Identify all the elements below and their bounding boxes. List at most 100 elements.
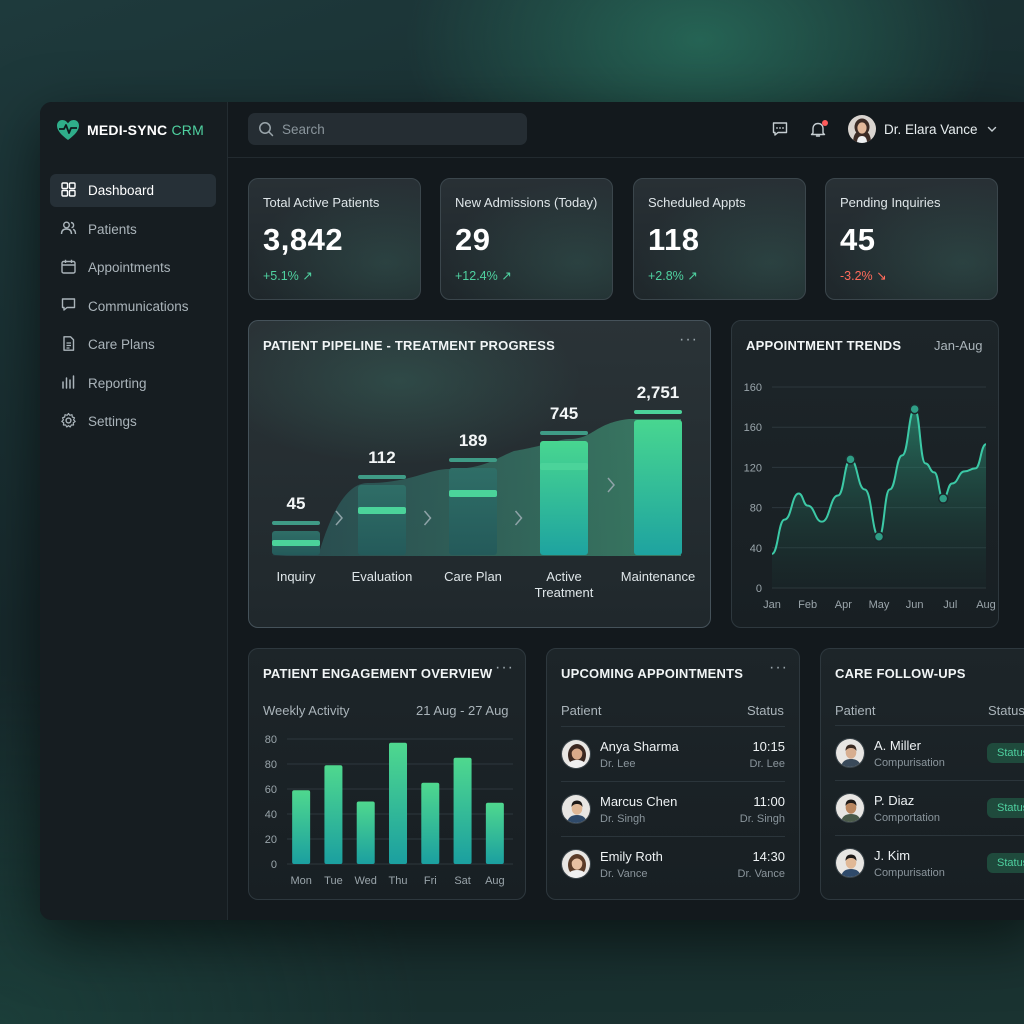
appointment-row[interactable]: Emily Roth Dr. Vance 14:30 Dr. Vance bbox=[561, 836, 785, 891]
card-title: PATIENT PIPELINE - TREATMENT PROGRESS bbox=[263, 338, 555, 353]
follow-up-row[interactable]: A. Miller Compurisation Status bbox=[835, 725, 1024, 780]
patient-pipeline-card: PATIENT PIPELINE - TREATMENT PROGRESS ··… bbox=[248, 320, 711, 628]
search-input[interactable] bbox=[282, 121, 502, 137]
pipeline-stage[interactable]: 45 Inquiry bbox=[272, 494, 320, 584]
stat-change: +2.8% ↗ bbox=[648, 269, 698, 283]
search-icon bbox=[259, 122, 274, 137]
more-options-button[interactable]: ··· bbox=[495, 659, 514, 676]
trend-point[interactable] bbox=[909, 403, 920, 415]
trend-point[interactable] bbox=[873, 531, 885, 542]
sidebar-item-label: Communications bbox=[88, 298, 189, 314]
pipeline-stage[interactable]: 2,751 Maintenance bbox=[621, 383, 695, 584]
trend-point[interactable] bbox=[845, 454, 856, 465]
appointment-row[interactable]: Anya Sharma Dr. Lee 10:15 Dr. Lee bbox=[561, 726, 785, 781]
appointment-trends-card: APPOINTMENT TRENDS Jan-Aug 0 40 80 120 160 16… bbox=[731, 320, 999, 628]
pipeline-label: Care Plan bbox=[444, 569, 502, 584]
pipeline-bar-cap bbox=[449, 458, 497, 462]
patient-name: Anya Sharma bbox=[600, 738, 679, 754]
sidebar-item-patients[interactable]: Patients bbox=[50, 213, 216, 246]
y-tick-label: 80 bbox=[265, 759, 277, 771]
y-tick-label: 120 bbox=[744, 462, 762, 474]
sidebar-item-dashboard[interactable]: Dashboard bbox=[50, 174, 216, 207]
chevron-right-icon bbox=[514, 510, 523, 526]
y-tick-label: 0 bbox=[756, 583, 762, 595]
pipeline-stage[interactable]: 189 Care Plan bbox=[444, 431, 502, 584]
gear-icon bbox=[60, 412, 77, 432]
stat-card-pending-inquiries[interactable]: Pending Inquiries 45 -3.2% ↘ bbox=[825, 178, 998, 300]
pipeline-stage[interactable]: 112 Evaluation bbox=[352, 448, 413, 584]
stat-value: 118 bbox=[648, 222, 700, 257]
pipeline-value: 45 bbox=[287, 494, 306, 513]
stat-card-total-active-patients[interactable]: Total Active Patients 3,842 +5.1% ↗ bbox=[248, 178, 421, 300]
patient-engagement-card: PATIENT ENGAGEMENT OVERVIEW ··· Weekly A… bbox=[248, 648, 526, 900]
avatar bbox=[561, 794, 591, 824]
x-tick-label: Tue bbox=[324, 875, 343, 887]
status-badge[interactable]: Status bbox=[987, 743, 1024, 763]
avatar bbox=[561, 739, 591, 769]
message-icon bbox=[772, 122, 788, 136]
messages-button[interactable] bbox=[771, 120, 791, 140]
activity-bar[interactable] bbox=[453, 757, 472, 864]
status-badge[interactable]: Status bbox=[987, 798, 1024, 818]
activity-bar[interactable] bbox=[421, 782, 440, 864]
patient-info: Marcus Chen Dr. Singh bbox=[600, 794, 677, 825]
sidebar-item-reporting[interactable]: Reporting bbox=[50, 367, 216, 400]
users-icon bbox=[60, 219, 77, 239]
activity-bar[interactable] bbox=[389, 742, 407, 864]
search-box[interactable] bbox=[248, 113, 527, 145]
pipeline-bar-cap bbox=[272, 521, 320, 525]
patient-info: A. Miller Compurisation bbox=[874, 738, 945, 769]
patient-name: J. Kim bbox=[874, 847, 911, 863]
sidebar-item-care-plans[interactable]: Care Plans bbox=[50, 328, 216, 361]
patient-info: Anya Sharma Dr. Lee bbox=[600, 739, 679, 770]
patient-info: Emily Roth Dr. Vance bbox=[600, 849, 663, 880]
logo[interactable]: MEDI-SYNC CRM bbox=[56, 118, 204, 142]
sidebar-item-settings[interactable]: Settings bbox=[50, 405, 216, 438]
heart-pulse-icon bbox=[57, 120, 79, 140]
pipeline-bar-level bbox=[358, 507, 406, 514]
grid-icon bbox=[60, 181, 77, 201]
follow-up-row[interactable]: J. Kim Compurisation Status bbox=[835, 835, 1024, 890]
more-options-button[interactable]: ··· bbox=[679, 331, 698, 348]
pipeline-stage[interactable]: 745 Active Treatment bbox=[535, 404, 594, 600]
x-tick-label: Feb bbox=[798, 599, 817, 611]
doctor-name: Dr. Singh bbox=[600, 812, 646, 825]
y-tick-label: 0 bbox=[271, 859, 277, 871]
upcoming-appointments-card: UPCOMING APPOINTMENTS ··· Patient Status… bbox=[546, 648, 800, 900]
activity-bar[interactable] bbox=[485, 802, 504, 864]
x-tick-label: Mon bbox=[290, 875, 311, 887]
activity-bar[interactable] bbox=[324, 765, 343, 864]
card-title: CARE FOLLOW-UPS bbox=[835, 666, 966, 681]
sidebar-nav: Dashboard Patients Appointments Communicati… bbox=[50, 174, 216, 444]
y-tick-label: 60 bbox=[265, 784, 277, 796]
trend-area bbox=[772, 409, 986, 588]
sidebar-item-appointments[interactable]: Appointments bbox=[50, 251, 216, 284]
stat-card-scheduled-appts[interactable]: Scheduled Appts 118 +2.8% ↗ bbox=[633, 178, 806, 300]
user-menu[interactable]: Dr. Elara Vance bbox=[848, 115, 998, 143]
appointment-status: 11:00 Dr. Singh bbox=[740, 794, 785, 825]
notifications-button[interactable] bbox=[809, 120, 829, 140]
trend-line bbox=[771, 408, 987, 555]
more-options-button[interactable]: ··· bbox=[769, 659, 788, 676]
stat-card-new-admissions[interactable]: New Admissions (Today) 29 +12.4% ↗ bbox=[440, 178, 613, 300]
x-tick-label: Apr bbox=[835, 599, 852, 611]
app-window: MEDI-SYNC CRM Dashboard Patients Appointme… bbox=[40, 102, 1024, 920]
stat-label: Pending Inquiries bbox=[840, 195, 941, 210]
avatar bbox=[835, 793, 865, 823]
activity-bar[interactable] bbox=[356, 801, 375, 865]
status-badge[interactable]: Status bbox=[987, 853, 1024, 873]
appointment-status: 14:30 Dr. Vance bbox=[738, 849, 786, 880]
appointment-row[interactable]: Marcus Chen Dr. Singh 11:00 Dr. Singh bbox=[561, 781, 785, 836]
sidebar-item-communications[interactable]: Communications bbox=[50, 290, 216, 323]
pipeline-label: Inquiry bbox=[276, 569, 316, 584]
arrow-up-right-icon: ↗ bbox=[687, 269, 698, 283]
status-doctor: Dr. Vance bbox=[737, 867, 786, 880]
stat-change: -3.2% ↘ bbox=[840, 269, 887, 283]
follow-up-row[interactable]: P. Diaz Comportation Status bbox=[835, 780, 1024, 835]
pipeline-chart: 45 Inquiry 112 Evaluation 189 Care Plan 745 Act… bbox=[271, 383, 695, 600]
stat-value: 45 bbox=[840, 222, 876, 257]
care-follow-ups-card: CARE FOLLOW-UPS Patient Status A. Miller… bbox=[820, 648, 1024, 900]
trend-point[interactable] bbox=[937, 493, 949, 504]
sidebar-item-label: Appointments bbox=[88, 260, 171, 275]
activity-bar[interactable] bbox=[292, 790, 311, 864]
